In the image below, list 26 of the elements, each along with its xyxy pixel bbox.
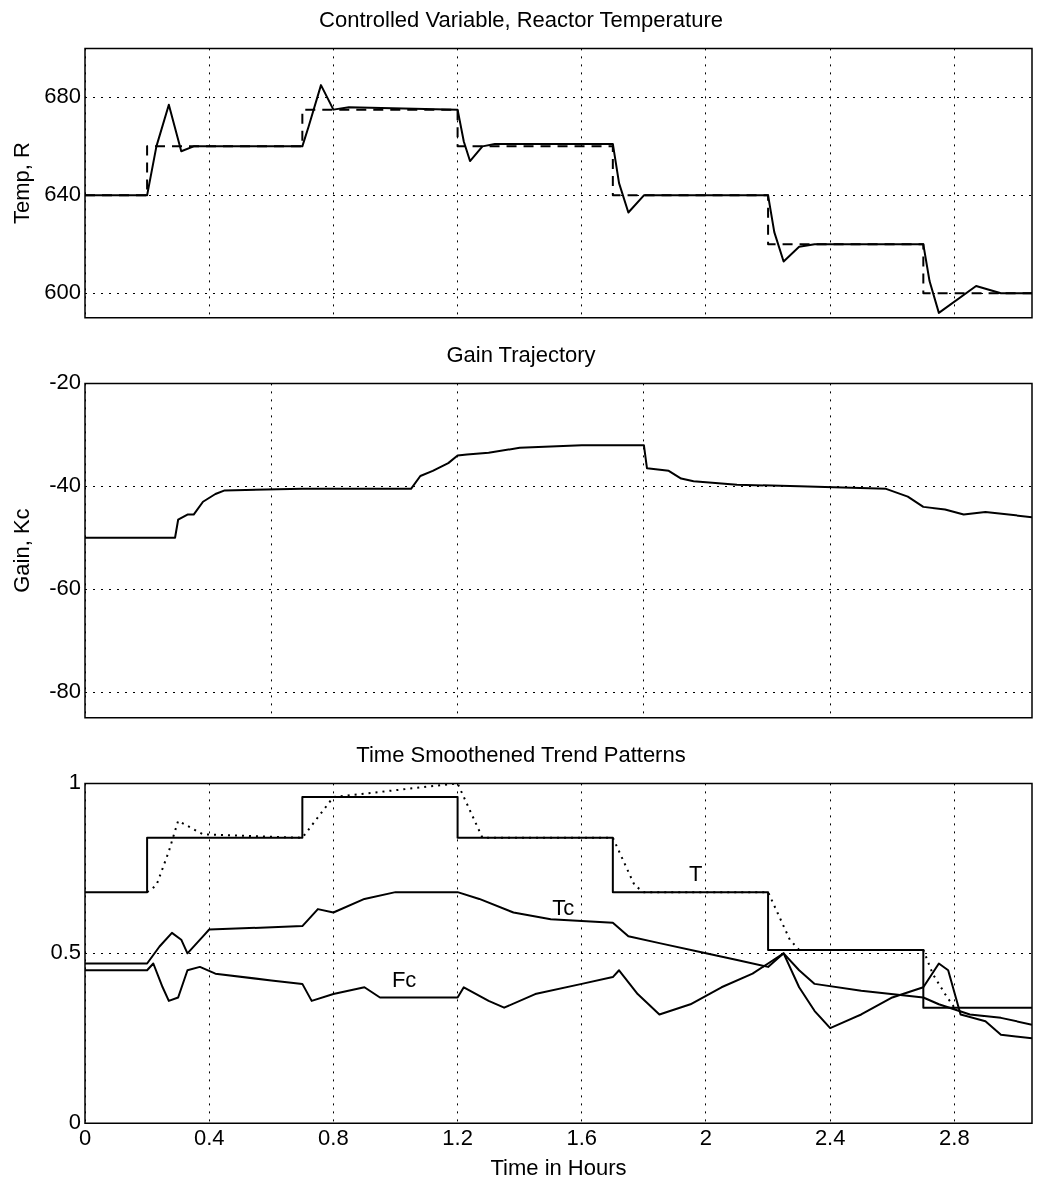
x-axis-title: Time in Hours xyxy=(490,1154,627,1180)
x-tick-label: 1.6 xyxy=(566,1125,598,1151)
x-tick-label: 2 xyxy=(699,1125,713,1151)
y-tick-label: -20 xyxy=(49,369,81,395)
y-axis-title: Gain, Kc xyxy=(9,508,35,593)
x-tick-label: 2.8 xyxy=(939,1125,970,1151)
series-label: T xyxy=(689,861,703,887)
series-label: Fc xyxy=(391,966,417,992)
y-tick-label: 1 xyxy=(68,769,81,795)
chart-title: Gain Trajectory xyxy=(446,342,596,368)
y-axis-title: Temp, R xyxy=(9,142,35,225)
y-tick-label: -60 xyxy=(49,575,81,601)
y-tick-label: -80 xyxy=(49,678,81,704)
x-tick-label: 1.2 xyxy=(442,1125,473,1151)
x-tick-label: 0.8 xyxy=(318,1125,349,1151)
y-tick-label: -40 xyxy=(49,472,81,498)
series-label: Tc xyxy=(552,895,575,921)
chart-title: Time Smoothened Trend Patterns xyxy=(356,742,686,768)
y-tick-label: 680 xyxy=(44,83,81,109)
y-tick-label: 0.5 xyxy=(50,939,81,965)
chart-title: Controlled Variable, Reactor Temperature xyxy=(319,7,723,33)
y-tick-label: 640 xyxy=(44,181,81,207)
x-tick-label: 0.4 xyxy=(193,1125,225,1151)
x-tick-label: 2.4 xyxy=(814,1125,846,1151)
y-tick-label: 0 xyxy=(68,1109,81,1135)
y-tick-label: 600 xyxy=(44,279,81,305)
